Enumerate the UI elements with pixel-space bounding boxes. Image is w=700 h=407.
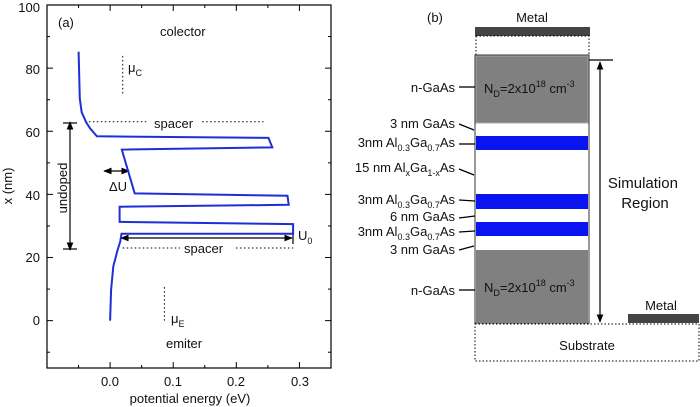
undoped-label: undoped bbox=[55, 163, 70, 214]
mu-e-label: μE bbox=[171, 311, 185, 329]
layer-label-graded: 15 nm AlxGa1-xAs bbox=[355, 160, 456, 178]
y-tick-label: 20 bbox=[26, 250, 40, 265]
layer-barrier-3 bbox=[476, 222, 588, 236]
metal-top-label: Metal bbox=[516, 10, 548, 25]
emiter-label: emiter bbox=[166, 336, 203, 351]
y-tick-label: 0 bbox=[33, 313, 40, 328]
spacer-top-label: spacer bbox=[154, 116, 194, 131]
layer-barrier-2 bbox=[476, 194, 588, 209]
x-tick-label: 0.1 bbox=[164, 374, 182, 389]
y-tick-label: 60 bbox=[26, 125, 40, 140]
layer-label-n-gaas-top: n-GaAs bbox=[411, 80, 456, 95]
layer-n-gaas-bottom bbox=[476, 250, 588, 323]
doping-top-label: ND=2x1018 cm-3 bbox=[484, 79, 575, 99]
metal-top-contact bbox=[475, 27, 590, 36]
plot-frame bbox=[46, 4, 332, 369]
layer-label-barrier-2: 3nm Al0.3Ga0.7As bbox=[358, 192, 456, 210]
cap-region bbox=[475, 35, 590, 56]
layer-n-gaas-top bbox=[475, 55, 589, 124]
colector-label: colector bbox=[160, 24, 206, 39]
panel-a: 0 20 40 60 80 100 0.0 0.1 0.2 0.3 potent… bbox=[0, 0, 332, 406]
layer-label-barrier-1: 3nm Al0.3Ga0.7As bbox=[358, 135, 456, 153]
simulation-region-label: Simulation Region bbox=[608, 175, 682, 212]
y-axis-label: x (nm) bbox=[0, 168, 15, 205]
layer-label-barrier-3: 3nm Al0.3Ga0.7As bbox=[358, 224, 456, 242]
x-axis-label: potential energy (eV) bbox=[130, 391, 251, 406]
spacer-bottom-label: spacer bbox=[184, 241, 224, 256]
substrate bbox=[474, 323, 700, 362]
y-tick-label: 80 bbox=[26, 62, 40, 77]
substrate-label: Substrate bbox=[559, 338, 615, 353]
undoped-arrow bbox=[63, 121, 77, 251]
layer-label-gaas-6nm: 6 nm GaAs bbox=[390, 209, 456, 224]
layer-barrier-1 bbox=[476, 136, 588, 150]
delta-u-label: ΔU bbox=[109, 179, 127, 194]
metal-right-label: Metal bbox=[645, 298, 677, 313]
simulation-region-arrow bbox=[589, 59, 613, 323]
layer-labels bbox=[458, 86, 476, 291]
x-tick-label: 0.3 bbox=[291, 374, 309, 389]
y-tick-label: 100 bbox=[18, 0, 40, 15]
panel-b-label: (b) bbox=[427, 10, 443, 25]
metal-right-contact bbox=[628, 314, 699, 323]
x-tick-label: 0.2 bbox=[227, 374, 245, 389]
potential-curve bbox=[77, 51, 295, 321]
doping-bottom-label: ND=2x1018 cm-3 bbox=[484, 278, 575, 298]
panel-a-label: (a) bbox=[58, 15, 74, 30]
u0-label: U0 bbox=[298, 228, 312, 246]
y-tick-label: 40 bbox=[26, 188, 40, 203]
layer-label-n-gaas-bottom: n-GaAs bbox=[411, 283, 456, 298]
layer-label-gaas-3nm-bottom: 3 nm GaAs bbox=[390, 242, 456, 257]
layer-label-gaas-3nm-top: 3 nm GaAs bbox=[390, 116, 456, 131]
axis-ticks bbox=[47, 4, 331, 368]
x-tick-label: 0.0 bbox=[101, 374, 119, 389]
reference-lines bbox=[84, 55, 294, 321]
panel-b: (b) Metal Substrate Metal ND=2x1018 cm-3… bbox=[355, 10, 700, 362]
mu-c-label: μC bbox=[128, 60, 143, 78]
